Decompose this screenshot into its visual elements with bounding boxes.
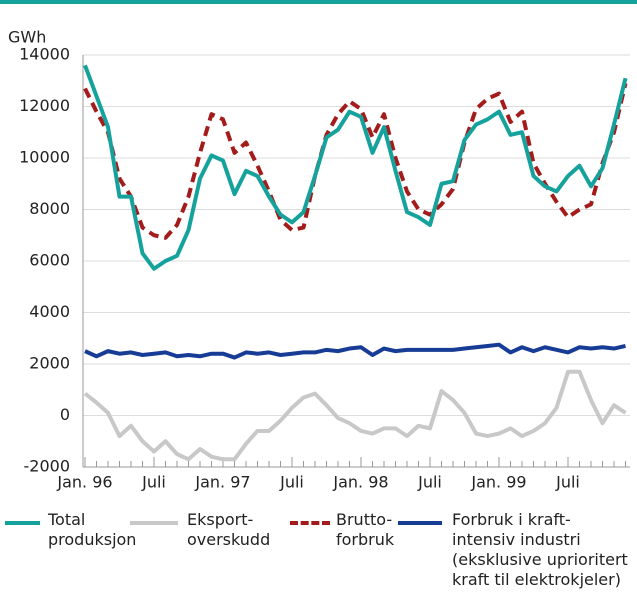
legend-swatch <box>130 521 178 525</box>
y-tick-label: 4000 <box>29 302 70 321</box>
x-tick-label: Juli <box>279 473 304 492</box>
y-tick-label: 8000 <box>29 199 70 218</box>
x-tick-label: Juli <box>555 473 580 492</box>
legend-label: Eksport- overskudd <box>187 510 271 549</box>
y-tick-label: 6000 <box>29 251 70 270</box>
top-bar <box>0 0 637 4</box>
legend-swatch <box>290 521 330 525</box>
x-tick-label: Juli <box>417 473 442 492</box>
legend-label: Total produksjon <box>48 510 137 549</box>
y-tick-label: 14000 <box>19 45 70 64</box>
x-tick-label: Juli <box>141 473 166 492</box>
legend-swatch <box>5 521 40 525</box>
y-tick-label: -2000 <box>24 457 71 476</box>
y-tick-label: 10000 <box>19 148 70 167</box>
x-tick-label: Jan. 99 <box>470 473 526 492</box>
series-line <box>84 342 626 360</box>
series-line <box>83 64 628 271</box>
series-line <box>83 369 627 462</box>
legend-swatch <box>398 521 442 525</box>
y-tick-label: 0 <box>60 405 70 424</box>
series-line <box>83 82 628 240</box>
x-tick-label: Jan. 96 <box>56 473 112 492</box>
legend-label: Forbruk i kraft- intensiv industri (eksk… <box>452 510 628 589</box>
y-tick-label: 12000 <box>19 96 70 115</box>
y-axis-label: GWh <box>8 28 46 47</box>
x-tick-label: Jan. 98 <box>332 473 388 492</box>
legend-label: Brutto- forbruk <box>336 510 395 549</box>
y-tick-label: 2000 <box>29 354 70 373</box>
x-tick-label: Jan. 97 <box>194 473 250 492</box>
